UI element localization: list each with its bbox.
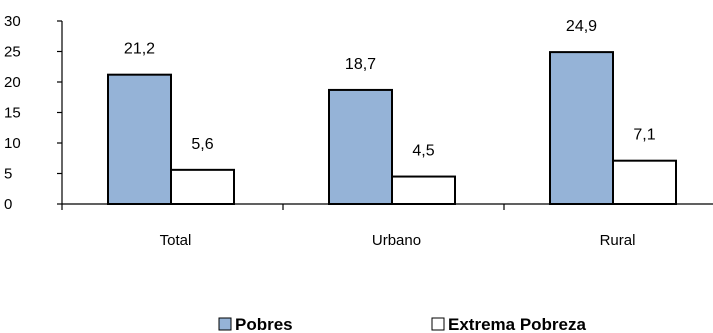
data-label: 5,6: [191, 136, 213, 153]
legend: Pobres Extrema Pobreza: [218, 315, 586, 333]
y-tick-label: 5: [4, 166, 12, 183]
bar-1-1: [391, 175, 456, 206]
data-label: 24,9: [566, 18, 597, 35]
bar-0-0: [107, 73, 172, 206]
bar-1-2: [612, 159, 677, 206]
bars: 21,2 18,7 24,9 5,6 4,5 7,1: [107, 18, 677, 206]
y-tick-label: 0: [4, 196, 12, 213]
data-label: 21,2: [124, 41, 155, 58]
x-tick-label: Rural: [600, 232, 636, 249]
y-tick-label: 10: [4, 135, 21, 152]
bar-1-0: [170, 168, 235, 205]
legend-label: Pobres: [235, 315, 293, 333]
legend-swatch: [218, 317, 232, 331]
y-tick-label: 15: [4, 105, 21, 122]
y-tick-label: 20: [4, 74, 21, 91]
x-tick-label: Urbano: [372, 232, 421, 249]
legend-swatch: [431, 317, 445, 331]
y-tick-label: 30: [4, 13, 21, 30]
data-label: 7,1: [633, 127, 655, 144]
legend-label: Extrema Pobreza: [448, 315, 586, 333]
x-axis: Total Urbano Rural: [61, 203, 713, 249]
y-axis: 0 5 10 15 20 25 30: [4, 13, 63, 213]
bar-0-2: [549, 51, 614, 205]
bar-0-1: [328, 88, 393, 205]
data-label: 4,5: [412, 143, 434, 160]
x-tick-label: Total: [160, 232, 192, 249]
y-tick-label: 25: [4, 44, 21, 61]
data-label: 18,7: [345, 56, 376, 73]
